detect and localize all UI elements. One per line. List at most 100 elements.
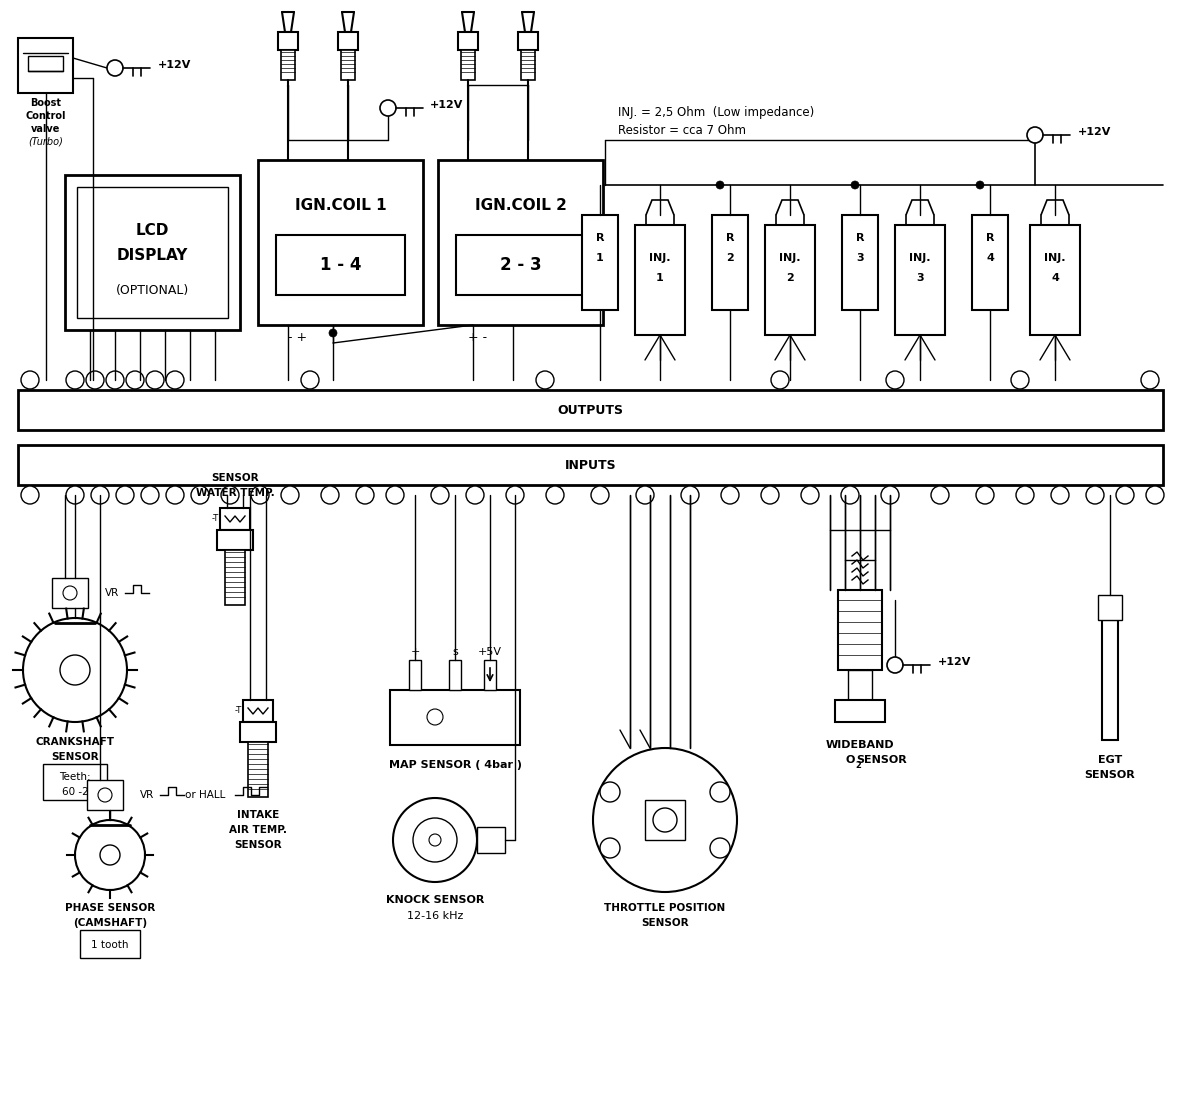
Circle shape (428, 708, 443, 725)
Bar (712, 215, 748, 310)
Circle shape (536, 371, 554, 389)
Bar (484, 660, 496, 690)
Text: Teeth:: Teeth: (59, 772, 91, 782)
Circle shape (91, 486, 109, 504)
Circle shape (413, 818, 457, 862)
Circle shape (126, 371, 144, 389)
Bar (456, 235, 585, 295)
Bar (1030, 224, 1079, 335)
Bar (217, 530, 253, 550)
Circle shape (21, 486, 39, 504)
Bar (521, 50, 535, 80)
Text: R: R (726, 233, 735, 243)
Circle shape (355, 486, 374, 504)
Bar (278, 32, 298, 50)
Bar (1098, 595, 1122, 620)
Bar (18, 38, 73, 93)
Text: (CAMSHAFT): (CAMSHAFT) (73, 918, 148, 927)
Text: + -: + - (469, 331, 488, 344)
Circle shape (841, 486, 859, 504)
Text: AIR TEMP.: AIR TEMP. (229, 825, 287, 835)
Bar (338, 32, 358, 50)
Text: s: s (452, 647, 458, 657)
Text: 1: 1 (596, 253, 603, 263)
Circle shape (593, 748, 737, 892)
Circle shape (881, 486, 899, 504)
Text: -T: -T (234, 705, 242, 715)
Text: R: R (986, 233, 994, 243)
Bar (972, 215, 1009, 310)
Circle shape (637, 486, 654, 504)
Bar (80, 930, 141, 958)
Bar (477, 827, 505, 853)
Text: VR: VR (141, 789, 155, 800)
Text: THROTTLE POSITION: THROTTLE POSITION (605, 903, 725, 913)
Text: 2 - 3: 2 - 3 (500, 256, 541, 274)
Bar (1102, 620, 1118, 740)
Text: INTAKE: INTAKE (237, 810, 279, 820)
Circle shape (107, 60, 123, 76)
Circle shape (281, 486, 299, 504)
Bar (461, 50, 475, 80)
Circle shape (1116, 486, 1134, 504)
Text: or HALL: or HALL (185, 789, 226, 800)
Text: MAP SENSOR ( 4bar ): MAP SENSOR ( 4bar ) (389, 760, 522, 770)
Circle shape (852, 181, 859, 189)
Text: SENSOR: SENSOR (641, 918, 689, 927)
Bar (87, 780, 123, 810)
Text: -T: -T (211, 514, 218, 522)
Text: 3: 3 (856, 253, 863, 263)
Text: 12-16 kHz: 12-16 kHz (406, 911, 463, 921)
Text: 2: 2 (787, 273, 794, 283)
Text: Control: Control (25, 111, 66, 122)
Bar (18, 390, 1163, 430)
Text: +12V: +12V (430, 100, 463, 110)
Text: INJ.: INJ. (909, 253, 931, 263)
Circle shape (393, 798, 477, 881)
Circle shape (329, 328, 337, 337)
Text: SENSOR: SENSOR (211, 473, 259, 483)
Circle shape (66, 486, 84, 504)
Text: O: O (846, 754, 855, 765)
Circle shape (86, 371, 104, 389)
Bar (243, 700, 273, 722)
Text: IGN.COIL 1: IGN.COIL 1 (295, 197, 386, 212)
Text: VR: VR (105, 588, 119, 598)
Circle shape (21, 371, 39, 389)
Text: INJ. = 2,5 Ohm  (Low impedance): INJ. = 2,5 Ohm (Low impedance) (618, 105, 814, 118)
Bar (28, 56, 63, 71)
Text: KNOCK SENSOR: KNOCK SENSOR (386, 895, 484, 904)
Circle shape (66, 371, 84, 389)
Text: Boost: Boost (30, 97, 61, 108)
Bar (276, 235, 405, 295)
Text: 1: 1 (657, 273, 664, 283)
Circle shape (466, 486, 484, 504)
Text: 2: 2 (726, 253, 733, 263)
Circle shape (106, 371, 124, 389)
Circle shape (116, 486, 133, 504)
Bar (226, 550, 244, 606)
Text: WATER TEMP.: WATER TEMP. (196, 488, 274, 498)
Text: 1 tooth: 1 tooth (91, 940, 129, 950)
Bar (52, 578, 89, 608)
Text: 60 -2: 60 -2 (61, 787, 89, 797)
Circle shape (167, 486, 184, 504)
Text: EGT: EGT (1098, 754, 1122, 765)
Bar (409, 660, 420, 690)
Bar (65, 175, 240, 330)
Circle shape (429, 834, 441, 846)
Bar (449, 660, 461, 690)
Bar (341, 50, 355, 80)
Text: 3: 3 (916, 273, 924, 283)
Circle shape (98, 788, 112, 802)
Circle shape (431, 486, 449, 504)
Circle shape (720, 486, 739, 504)
Text: INJ.: INJ. (1044, 253, 1065, 263)
Text: +5V: +5V (478, 647, 502, 657)
Bar (257, 160, 423, 325)
Bar (77, 187, 228, 318)
Circle shape (1011, 371, 1029, 389)
Circle shape (681, 486, 699, 504)
Circle shape (710, 782, 730, 802)
Circle shape (146, 371, 164, 389)
